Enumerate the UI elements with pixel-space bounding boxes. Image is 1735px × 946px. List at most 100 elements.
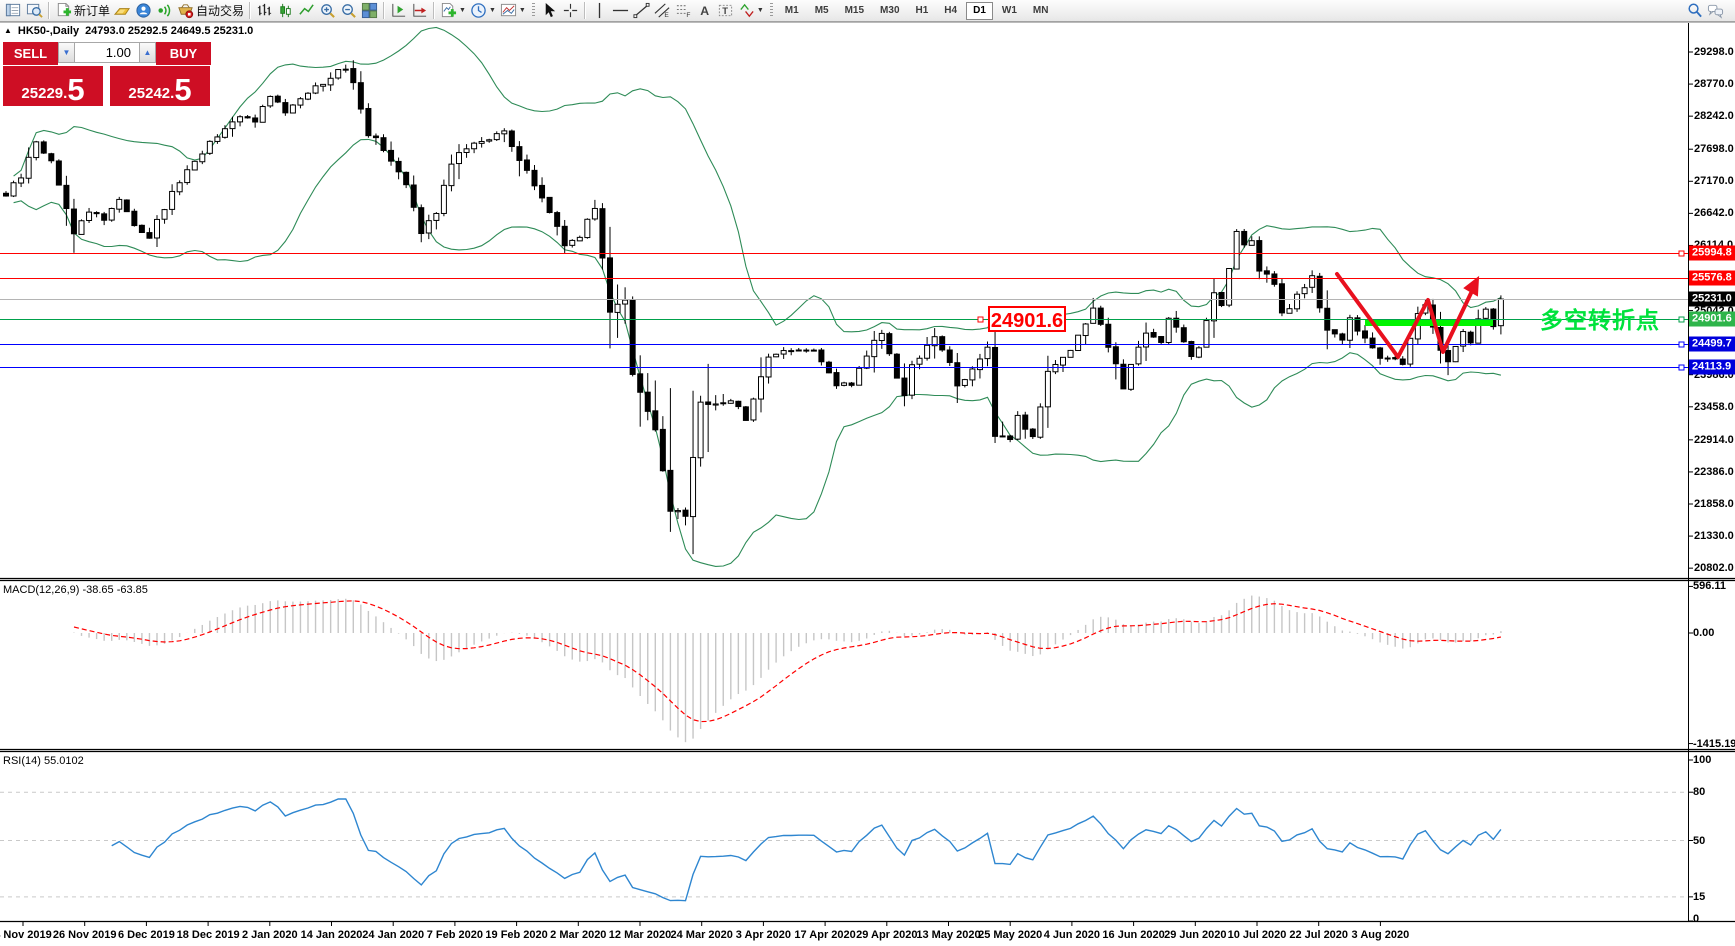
toolbar-handle[interactable] bbox=[769, 3, 773, 18]
candlestick-chart-button[interactable] bbox=[275, 1, 296, 21]
buy-button[interactable]: BUY bbox=[156, 42, 211, 65]
date-label: 16 Jun 2020 bbox=[1102, 929, 1165, 941]
zoom-out-button[interactable] bbox=[338, 1, 359, 21]
pane-borders bbox=[0, 22, 1735, 926]
templates-dropdown-icon[interactable]: ▼ bbox=[518, 7, 526, 14]
price-tick-label: 21330.0 bbox=[1694, 530, 1734, 543]
price-tick-label: 22386.0 bbox=[1694, 465, 1734, 478]
community-button[interactable] bbox=[133, 1, 154, 21]
timeframe-m5-button[interactable]: M5 bbox=[808, 2, 836, 20]
text-button[interactable] bbox=[694, 1, 715, 21]
chat-button[interactable] bbox=[1705, 1, 1726, 21]
price-tick-label: 28770.0 bbox=[1694, 78, 1734, 91]
date-label: 12 Mar 2020 bbox=[608, 929, 672, 941]
indicators-button[interactable]: ▼ bbox=[438, 1, 468, 21]
tile-windows-icon bbox=[361, 2, 378, 19]
fibonacci-button[interactable] bbox=[673, 1, 694, 21]
timeframe-m15-button[interactable]: M15 bbox=[838, 2, 871, 20]
horizontal-line-button[interactable] bbox=[610, 1, 631, 21]
new-order-button[interactable]: 新订单 bbox=[53, 1, 112, 21]
price-tick-label: 23458.0 bbox=[1694, 400, 1734, 413]
date-label: 4 Nov 2019 bbox=[0, 929, 52, 941]
date-label: 14 Jan 2020 bbox=[300, 929, 363, 941]
data-window-icon bbox=[26, 2, 43, 19]
chart-shift-icon bbox=[390, 2, 407, 19]
zigzag-arrow[interactable] bbox=[1335, 272, 1474, 359]
ohlc-values: 24793.0 25292.5 24649.5 25231.0 bbox=[85, 25, 254, 37]
chart-shift-button[interactable] bbox=[388, 1, 409, 21]
hline-marker[interactable] bbox=[1678, 364, 1685, 371]
auto-scroll-button[interactable] bbox=[409, 1, 430, 21]
crosshair-button[interactable] bbox=[560, 1, 581, 21]
price-badge-24901.6: 24901.6 bbox=[1689, 311, 1735, 327]
data-window-button[interactable] bbox=[24, 1, 45, 21]
timeframe-h4-button[interactable]: H4 bbox=[937, 2, 964, 20]
cursor-button[interactable] bbox=[539, 1, 560, 21]
line-chart-button[interactable] bbox=[296, 1, 317, 21]
sell-button[interactable]: SELL bbox=[3, 42, 58, 65]
volume-input[interactable] bbox=[75, 42, 139, 63]
buy-price[interactable]: 25242. 5 bbox=[110, 66, 210, 106]
collapse-panel-icon[interactable]: ▲ bbox=[4, 26, 12, 35]
auto-trading-button[interactable]: 自动交易 bbox=[175, 1, 246, 21]
search-button[interactable] bbox=[1684, 1, 1705, 21]
line-chart-icon bbox=[298, 2, 315, 19]
text-label-button[interactable] bbox=[715, 1, 736, 21]
price-level-annotation[interactable]: 24901.6 bbox=[988, 306, 1066, 332]
periods-dropdown-icon[interactable]: ▼ bbox=[488, 7, 496, 14]
equidistant-channel-button[interactable] bbox=[652, 1, 673, 21]
timeframe-d1-button[interactable]: D1 bbox=[966, 1, 993, 20]
vertical-line-button[interactable] bbox=[589, 1, 610, 21]
date-label: 17 Apr 2020 bbox=[794, 929, 856, 941]
turning-point-text[interactable]: 多空转折点 bbox=[1540, 307, 1660, 333]
sell-price-main: 25229. bbox=[21, 85, 68, 102]
volume-increase-button[interactable]: ▲ bbox=[139, 42, 156, 63]
volume-decrease-button[interactable]: ▼ bbox=[58, 42, 75, 63]
new-order-label: 新订单 bbox=[74, 4, 111, 18]
toolbar-handle[interactable] bbox=[531, 3, 535, 18]
horizontal-line-icon bbox=[612, 2, 629, 19]
templates-icon bbox=[500, 2, 517, 19]
timeframe-h1-button[interactable]: H1 bbox=[909, 2, 936, 20]
timeframe-m1-button[interactable]: M1 bbox=[778, 2, 806, 20]
market-watch-button[interactable] bbox=[3, 1, 24, 21]
timeframe-m30-button[interactable]: M30 bbox=[873, 2, 906, 20]
hline-marker[interactable] bbox=[1678, 341, 1685, 348]
trendline-button[interactable] bbox=[631, 1, 652, 21]
arrows-button[interactable]: ▼ bbox=[736, 1, 766, 21]
symbol-header: ▲ HK50-,Daily 24793.0 25292.5 24649.5 25… bbox=[4, 25, 253, 37]
fibonacci-icon bbox=[675, 2, 692, 19]
text-label-icon bbox=[717, 2, 734, 19]
templates-button[interactable]: ▼ bbox=[498, 1, 528, 21]
candlestick-chart-icon bbox=[277, 2, 294, 19]
toolbar-separator bbox=[433, 2, 436, 19]
indicators-dropdown-icon[interactable]: ▼ bbox=[459, 7, 466, 14]
price-badge-24499.7: 24499.7 bbox=[1689, 336, 1735, 351]
timeframe-w1-button[interactable]: W1 bbox=[995, 2, 1024, 20]
date-label: 26 Nov 2019 bbox=[52, 929, 117, 941]
metaeditor-button[interactable] bbox=[112, 1, 133, 21]
main-chart-pane bbox=[0, 26, 1688, 567]
date-label: 24 Jan 2020 bbox=[362, 929, 425, 941]
signals-button[interactable] bbox=[154, 1, 175, 21]
price-tick-label: 26642.0 bbox=[1694, 207, 1734, 220]
arrows-dropdown-icon[interactable]: ▼ bbox=[756, 7, 764, 14]
macd-label: MACD(12,26,9) -38.65 -63.85 bbox=[3, 584, 148, 596]
rsi-scale-label: 100 bbox=[1693, 754, 1712, 766]
zoom-out-icon bbox=[340, 2, 357, 19]
periods-button[interactable]: ▼ bbox=[468, 1, 498, 21]
sell-price[interactable]: 25229. 5 bbox=[3, 66, 103, 106]
hline-marker[interactable] bbox=[1678, 316, 1685, 323]
arrows-icon bbox=[738, 2, 755, 19]
timeframe-mn-button[interactable]: MN bbox=[1026, 2, 1056, 20]
hline-marker[interactable] bbox=[1678, 250, 1685, 257]
buy-price-big-digit: 5 bbox=[174, 72, 192, 107]
rsi-label: RSI(14) 55.0102 bbox=[3, 755, 84, 767]
support-segment[interactable] bbox=[1365, 320, 1493, 326]
rsi-line bbox=[111, 798, 1502, 902]
date-label: 3 Apr 2020 bbox=[735, 929, 792, 941]
bar-chart-button[interactable] bbox=[254, 1, 275, 21]
date-label: 19 Feb 2020 bbox=[485, 929, 548, 941]
zoom-in-button[interactable] bbox=[317, 1, 338, 21]
tile-windows-button[interactable] bbox=[359, 1, 380, 21]
